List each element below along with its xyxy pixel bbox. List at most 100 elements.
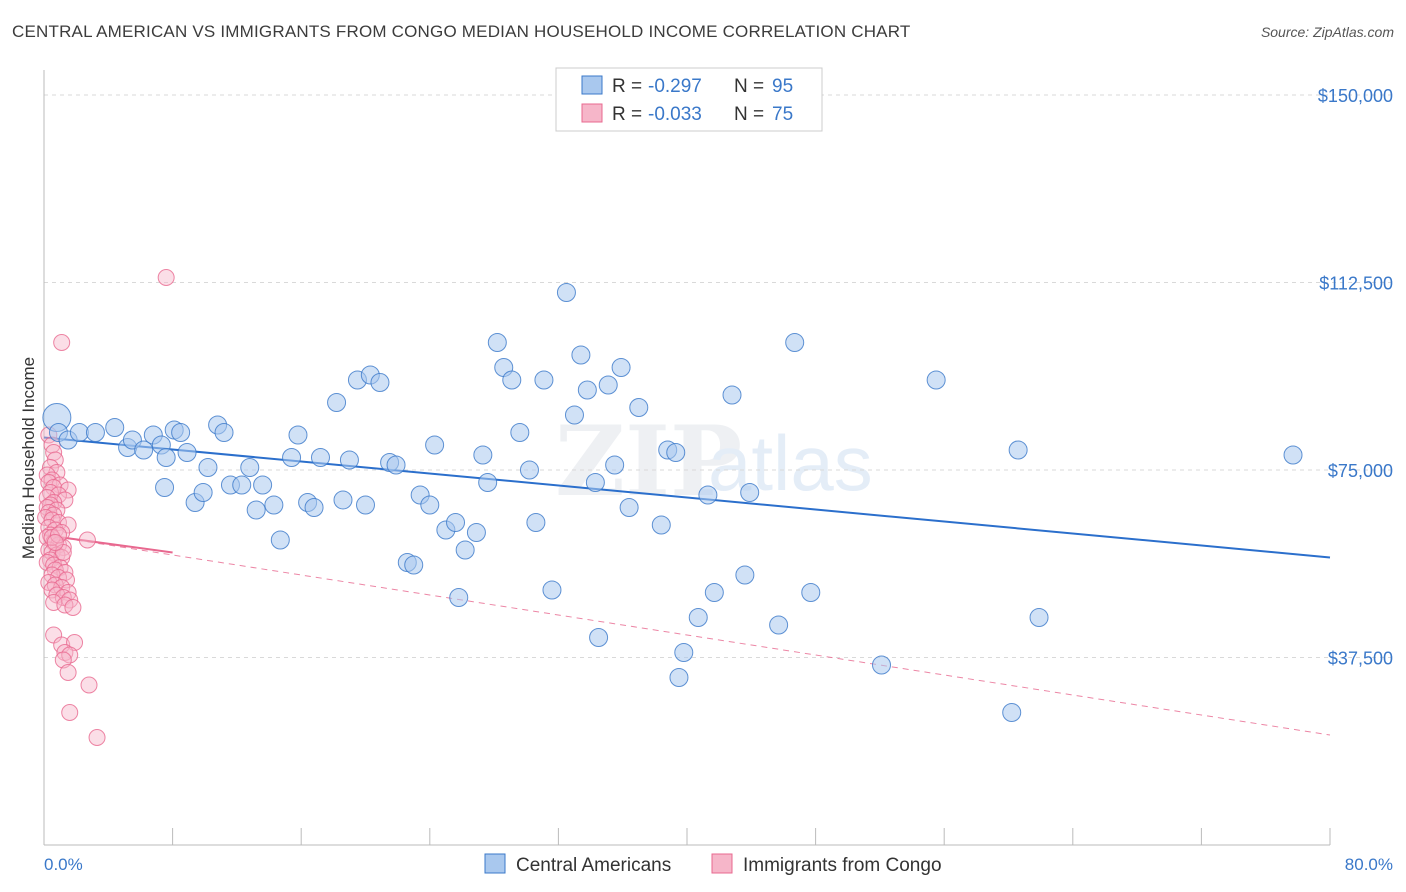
data-point-central-americans: [611, 358, 631, 377]
pink-points: [37, 269, 175, 746]
data-point-congo: [59, 481, 77, 499]
data-point-central-americans: [598, 375, 618, 395]
y-tick-label: $75,000: [1328, 461, 1393, 481]
data-point-central-americans: [232, 475, 252, 495]
data-point-central-americans: [270, 530, 290, 550]
bottom-legend-swatch-blue: [484, 853, 506, 874]
x-tick-label-min: 0.0%: [44, 855, 83, 874]
data-point-congo: [59, 664, 77, 681]
bottom-legend-swatch-pink: [711, 853, 733, 874]
trendline-congo-extended: [43, 534, 1331, 736]
data-point-central-americans: [722, 385, 742, 405]
legend-n-label-pink: N =: [734, 104, 764, 125]
data-point-central-americans: [698, 485, 718, 505]
data-point-central-americans: [404, 555, 424, 575]
data-point-central-americans: [246, 500, 266, 520]
data-point-central-americans: [386, 455, 406, 475]
data-point-central-americans: [666, 443, 686, 462]
data-point-congo: [53, 334, 71, 351]
data-point-central-americans: [785, 333, 805, 352]
data-point-congo: [45, 594, 63, 611]
legend: R = -0.297 N = 95 R = -0.033 N = 75: [555, 67, 823, 132]
data-point-central-americans: [339, 450, 359, 470]
data-point-central-americans: [327, 393, 347, 412]
data-point-central-americans: [674, 643, 694, 662]
source-label: Source: ZipAtlas.com: [1260, 24, 1394, 40]
data-point-central-americans: [264, 495, 284, 515]
watermark-atlas: atlas: [708, 419, 873, 507]
data-point-central-americans: [193, 483, 213, 502]
data-point-congo: [54, 651, 72, 669]
data-point-central-americans: [872, 655, 892, 675]
legend-r-value-blue: -0.297: [648, 76, 702, 97]
data-point-central-americans: [333, 490, 353, 510]
chart-title: CENTRAL AMERICAN VS IMMIGRANTS FROM CONG…: [12, 22, 911, 41]
data-point-central-americans: [619, 498, 639, 517]
data-point-central-americans: [769, 615, 789, 635]
data-point-congo: [61, 704, 79, 721]
bottom-legend-label-blue: Central Americans: [516, 855, 671, 876]
data-point-congo: [46, 534, 64, 551]
data-point-central-americans: [629, 398, 649, 417]
data-point-central-americans: [473, 445, 493, 465]
data-point-central-americans: [589, 628, 609, 647]
legend-n-value-blue: 95: [772, 76, 793, 97]
data-point-central-americans: [1002, 703, 1022, 722]
x-ticks: [43, 828, 1331, 845]
data-point-central-americans: [556, 283, 576, 302]
legend-n-value-pink: 75: [772, 104, 793, 125]
data-point-central-americans: [105, 418, 125, 437]
data-point-central-americans: [155, 478, 175, 497]
data-point-congo: [80, 676, 98, 694]
data-point-central-americans: [171, 423, 191, 442]
data-point-central-americans: [304, 498, 324, 517]
data-point-central-americans: [526, 513, 546, 532]
data-point-central-americans: [69, 423, 89, 442]
data-point-central-americans: [735, 565, 755, 585]
data-point-congo: [64, 599, 82, 616]
data-point-congo: [157, 269, 175, 286]
data-point-central-americans: [510, 423, 530, 442]
data-point-central-americans: [669, 668, 689, 687]
data-point-central-americans: [740, 483, 760, 502]
y-tick-labels: $37,500 $75,000 $112,500 $150,000: [1318, 86, 1393, 669]
y-tick-label: $37,500: [1328, 649, 1393, 669]
legend-n-label-blue: N =: [734, 76, 764, 97]
data-point-central-americans: [240, 458, 260, 477]
data-point-congo: [88, 729, 106, 746]
data-point-central-americans: [577, 380, 597, 400]
data-point-central-americans: [926, 370, 946, 390]
blue-points: [42, 283, 1303, 722]
data-point-central-americans: [425, 435, 445, 455]
data-point-central-americans: [801, 583, 821, 602]
data-point-central-americans: [651, 515, 671, 535]
data-point-central-americans: [585, 473, 605, 492]
data-point-central-americans: [487, 333, 507, 352]
data-point-central-americans: [564, 405, 584, 425]
data-point-central-americans: [85, 423, 105, 442]
data-point-congo: [78, 531, 96, 549]
data-point-central-americans: [282, 448, 302, 467]
data-point-central-americans: [156, 448, 176, 467]
data-point-central-americans: [1283, 445, 1303, 465]
data-point-central-americans: [534, 370, 554, 390]
legend-swatch-blue: [581, 75, 603, 95]
y-tick-label: $150,000: [1318, 86, 1393, 106]
y-axis-label: Median Household Income: [19, 357, 38, 559]
data-point-central-americans: [542, 580, 562, 600]
bottom-legend: Central Americans Immigrants from Congo: [484, 853, 942, 876]
gridlines: [44, 94, 1393, 658]
x-tick-label-max: 80.0%: [1345, 855, 1393, 874]
data-point-central-americans: [214, 423, 234, 442]
data-point-central-americans: [704, 583, 724, 602]
data-point-central-americans: [134, 440, 154, 460]
data-point-central-americans: [519, 460, 539, 480]
data-point-central-americans: [356, 495, 375, 515]
data-point-central-americans: [478, 473, 498, 492]
legend-r-value-pink: -0.033: [648, 104, 702, 125]
data-point-central-americans: [1029, 608, 1049, 627]
data-point-central-americans: [198, 458, 218, 477]
data-point-central-americans: [449, 588, 469, 607]
y-tick-label: $112,500: [1319, 274, 1393, 294]
data-point-central-americans: [688, 608, 708, 627]
